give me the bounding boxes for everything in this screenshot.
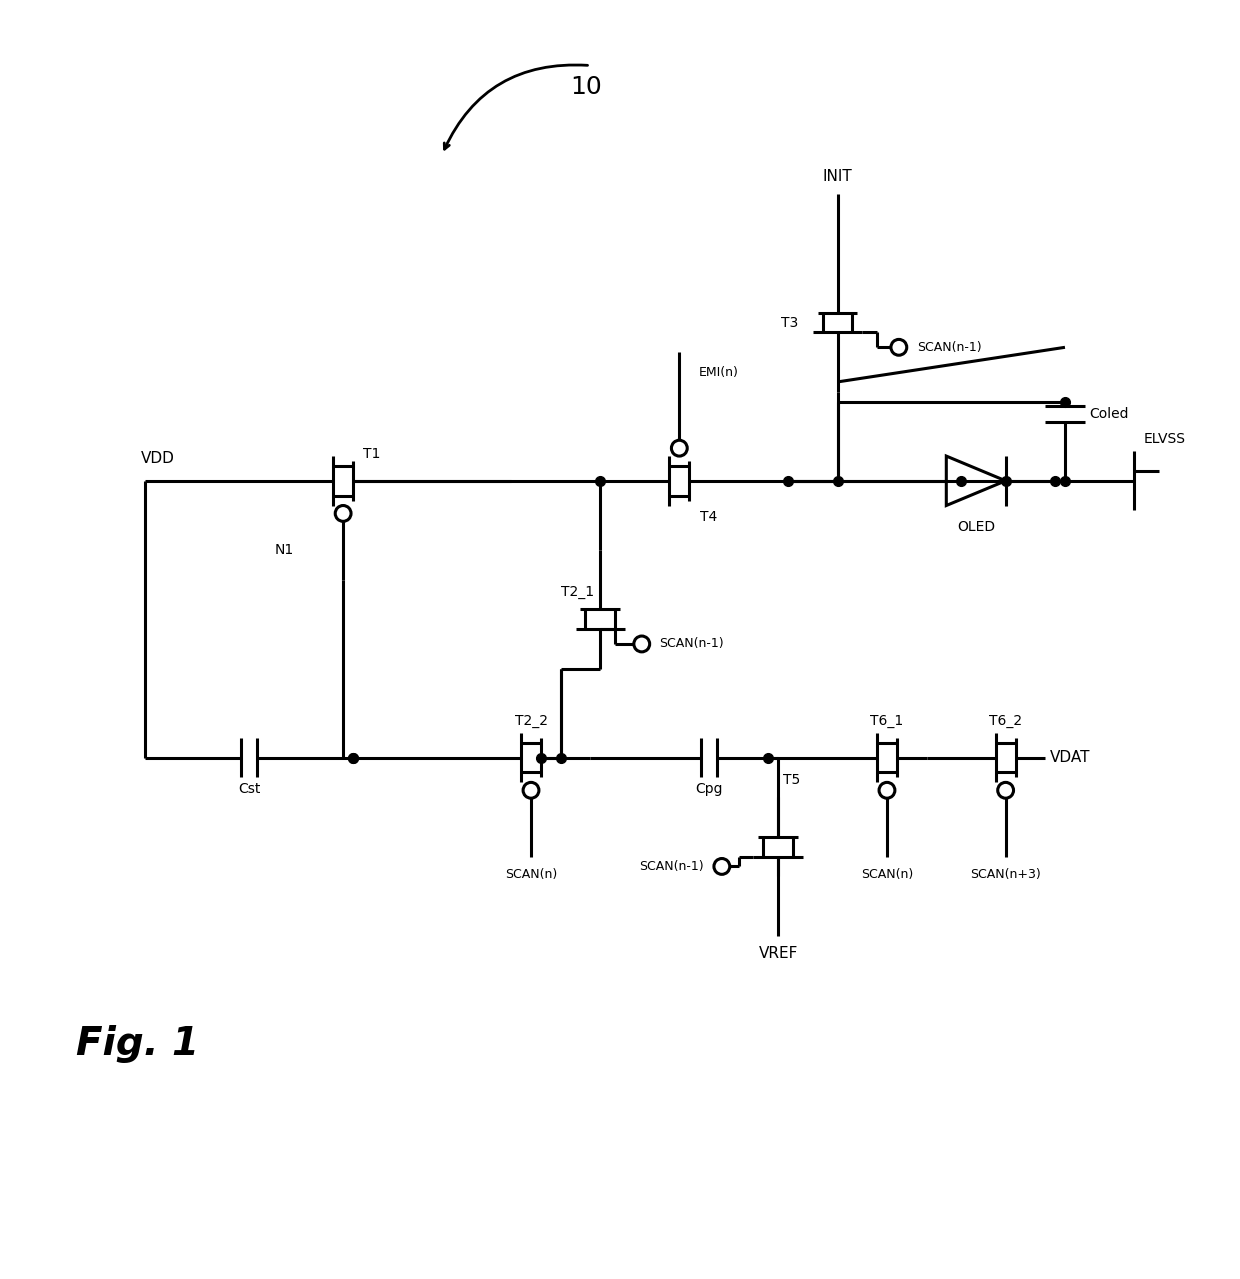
Circle shape <box>335 505 351 522</box>
Text: Fig. 1: Fig. 1 <box>76 1026 200 1063</box>
Text: SCAN(n-1): SCAN(n-1) <box>660 637 724 651</box>
Circle shape <box>879 783 895 798</box>
Text: T6_1: T6_1 <box>870 714 904 728</box>
Circle shape <box>523 783 539 798</box>
Text: VDAT: VDAT <box>1050 751 1091 765</box>
Text: SCAN(n): SCAN(n) <box>505 868 557 881</box>
Text: SCAN(n+3): SCAN(n+3) <box>970 868 1042 881</box>
Text: T2_1: T2_1 <box>560 586 594 600</box>
Circle shape <box>998 783 1013 798</box>
Text: SCAN(n): SCAN(n) <box>861 868 913 881</box>
Text: VREF: VREF <box>759 945 797 961</box>
Circle shape <box>890 339 906 356</box>
Text: ELVSS: ELVSS <box>1145 432 1187 446</box>
Text: 10: 10 <box>570 75 603 100</box>
Text: N1: N1 <box>274 544 294 558</box>
Circle shape <box>714 858 730 875</box>
Text: EMI(n): EMI(n) <box>699 366 739 379</box>
Text: T3: T3 <box>781 316 799 330</box>
Circle shape <box>634 636 650 652</box>
Text: OLED: OLED <box>957 521 994 535</box>
Text: SCAN(n-1): SCAN(n-1) <box>640 859 704 874</box>
Text: Cpg: Cpg <box>696 783 723 797</box>
Text: INIT: INIT <box>822 169 852 184</box>
Text: SCAN(n-1): SCAN(n-1) <box>916 340 981 354</box>
Text: T2_2: T2_2 <box>515 714 548 728</box>
Text: Coled: Coled <box>1090 407 1130 421</box>
Text: T5: T5 <box>784 774 800 788</box>
Text: T6_2: T6_2 <box>990 714 1022 728</box>
Circle shape <box>671 440 687 457</box>
Text: T1: T1 <box>363 448 381 460</box>
Text: Cst: Cst <box>238 783 260 797</box>
Text: T4: T4 <box>701 510 718 524</box>
Text: VDD: VDD <box>140 451 175 466</box>
